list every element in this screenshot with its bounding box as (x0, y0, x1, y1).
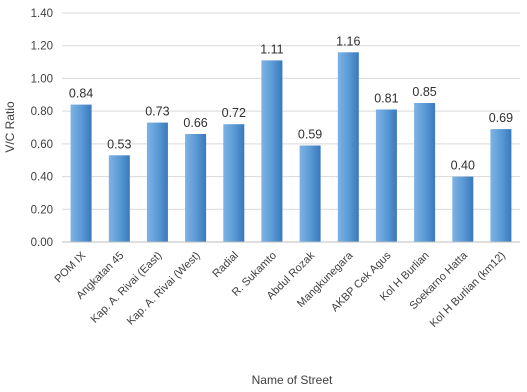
data-label: 0.81 (374, 92, 398, 106)
bars (70, 52, 512, 243)
bar (299, 145, 321, 242)
bar (108, 155, 130, 242)
y-tick-label: 1.20 (31, 41, 53, 53)
data-label: 1.11 (260, 42, 283, 56)
bar (337, 52, 359, 242)
x-tick-label: POM IX (53, 249, 89, 285)
bar (146, 122, 168, 242)
y-tick-label: 1.00 (31, 73, 53, 85)
data-labels: 0.84 0.53 0.73 0.66 0.72 1.11 0.59 1.16 0.81 0.85… (69, 34, 513, 172)
x-tick-label: Kap. A. Rivai (East) (89, 250, 165, 326)
gridlines (62, 12, 520, 210)
bar (452, 176, 474, 242)
data-label: 0.59 (298, 128, 322, 142)
y-tick-label: 0.20 (31, 204, 53, 216)
data-label: 0.53 (107, 137, 131, 151)
data-label: 0.84 (69, 87, 93, 101)
data-label: 0.40 (451, 159, 475, 173)
bar (70, 104, 92, 242)
y-axis-ticks: 0.00 0.20 0.40 0.60 0.80 1.00 1.20 1.40 (31, 8, 53, 249)
y-tick-label: 1.40 (31, 8, 53, 20)
y-axis-title: V/C Ratio (3, 101, 17, 153)
bar (261, 60, 283, 243)
data-label: 0.69 (489, 111, 513, 125)
bar (375, 109, 397, 242)
y-tick-label: 0.80 (31, 106, 53, 118)
bar (414, 103, 436, 242)
bar (185, 134, 207, 242)
x-tick-label: Radial (210, 250, 241, 281)
data-label: 0.85 (412, 85, 436, 99)
data-label: 0.73 (145, 105, 169, 119)
y-tick-label: 0.40 (31, 172, 53, 184)
x-axis-title: Name of Street (252, 373, 333, 387)
bar (223, 124, 245, 242)
y-tick-label: 0.00 (31, 237, 53, 249)
x-tick-label: Kap. A. Rivai (West) (125, 250, 203, 328)
data-label: 0.72 (222, 106, 246, 120)
bar (490, 129, 512, 242)
data-label: 1.16 (336, 34, 360, 48)
data-label: 0.66 (183, 116, 207, 130)
x-tick-label: Kol H Burlian (km12) (428, 250, 508, 330)
y-tick-label: 0.60 (31, 139, 53, 151)
